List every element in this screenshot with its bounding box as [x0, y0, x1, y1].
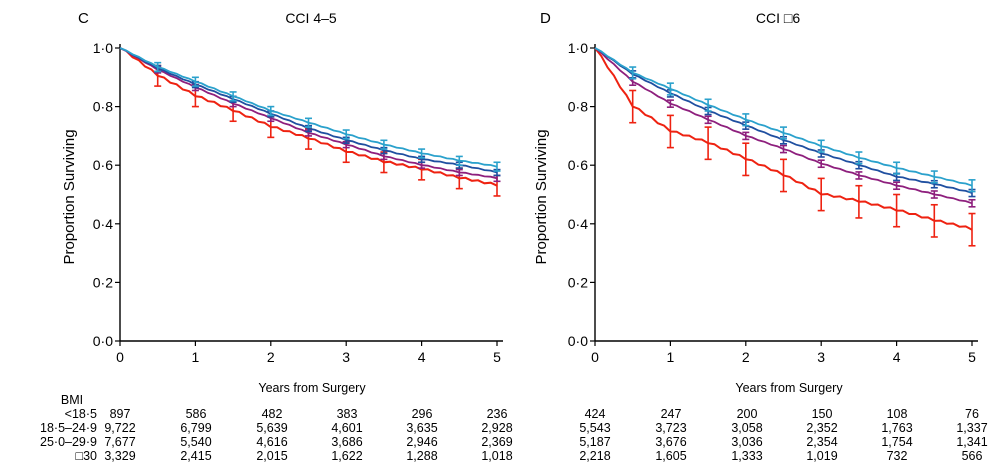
panel-c-risk-value: 4,601 [331, 421, 362, 435]
panel-c-y-tick-label: 0·6 [93, 157, 113, 173]
panel-d-letter: D [540, 10, 551, 27]
panel-c-risk-value: 383 [337, 407, 358, 421]
panel-c-risk-value: 2,369 [481, 435, 512, 449]
panel-d-x-tick-label: 0 [591, 349, 599, 365]
panel-c-y-tick-label: 0·8 [93, 99, 113, 115]
panel-c-risk-value: 3,329 [104, 449, 135, 463]
panel-d-risk-value: 1,605 [655, 449, 686, 463]
panel-d-y-tick-label: 0·0 [568, 333, 588, 349]
panel-c-x-tick-label: 0 [116, 349, 124, 365]
risk-row-label-4: □30 [76, 449, 98, 463]
panel-d-risk-value: 2,218 [579, 449, 610, 463]
panel-d-risk-value: 732 [887, 449, 908, 463]
panel-d-risk-value: 5,543 [579, 421, 610, 435]
chart-marks-layer: 0·0 0·2 0·4 0·6 0·8 1·0 0 1 2 3 4 5 897 586 482 383 296 2… [93, 40, 988, 463]
panel-d-x-tick-label: 4 [893, 349, 901, 365]
panel-d-y-tick-label: 0·8 [568, 99, 588, 115]
panel-d-risk-value: 200 [737, 407, 758, 421]
panel-c-risk-value: 2,928 [481, 421, 512, 435]
panel-d-y-tick-label: 0·6 [568, 157, 588, 173]
panel-c-x-tick-label: 5 [493, 349, 501, 365]
panel-c-series-line-3 [119, 47, 498, 174]
panel-c-risk-value: 9,722 [104, 421, 135, 435]
risk-row-label-2: 18·5–24·9 [40, 421, 97, 435]
panel-d-risk-value: 108 [887, 407, 908, 421]
panel-c-risk-value: 482 [262, 407, 283, 421]
panel-c-risk-value: 236 [487, 407, 508, 421]
panel-c-risk-value: 1,622 [331, 449, 362, 463]
panel-c-y-tick-label: 1·0 [93, 40, 113, 56]
panel-d-x-tick-label: 1 [667, 349, 675, 365]
panel-c-risk-value: 4,616 [256, 435, 287, 449]
panel-c-risk-value: 586 [186, 407, 207, 421]
panel-d-risk-value: 1,019 [806, 449, 837, 463]
risk-row-label-3: 25·0–29·9 [40, 435, 97, 449]
panel-c-risk-value: 3,635 [406, 421, 437, 435]
panel-d-ylabel: Proportion Surviving [533, 129, 550, 264]
panel-d-risk-value: 1,754 [881, 435, 912, 449]
panel-c-x-tick-label: 3 [342, 349, 350, 365]
panel-d-risk-value: 247 [661, 407, 682, 421]
panel-c-risk-value: 5,540 [180, 435, 211, 449]
panel-d-risk-value: 1,341 [956, 435, 987, 449]
panel-d-x-tick-label: 2 [742, 349, 750, 365]
panel-c-series-line-2 [119, 47, 498, 180]
panel-d-y-tick-label: 0·2 [568, 274, 588, 290]
panel-c-risk-value: 897 [110, 407, 131, 421]
panel-c-y-tick-label: 0·2 [93, 274, 113, 290]
panel-c-x-tick-label: 4 [418, 349, 426, 365]
panel-d-y-tick-label: 0·4 [568, 216, 588, 232]
panel-d-x-tick-label: 3 [817, 349, 825, 365]
panel-c-risk-value: 2,415 [180, 449, 211, 463]
panel-d-risk-value: 566 [962, 449, 983, 463]
panel-c-risk-value: 296 [412, 407, 433, 421]
panel-d-risk-value: 3,676 [655, 435, 686, 449]
panel-d-risk-value: 3,036 [731, 435, 762, 449]
panel-d-risk-value: 76 [965, 407, 979, 421]
panel-c-xlabel: Years from Surgery [258, 381, 366, 395]
panel-c-y-tick-label: 0·0 [93, 333, 113, 349]
panel-c-x-tick-label: 1 [192, 349, 200, 365]
panel-d-risk-value: 5,187 [579, 435, 610, 449]
panel-c-title: CCI 4–5 [285, 10, 337, 26]
risk-row-label-1: <18·5 [65, 407, 97, 421]
panel-d-risk-value: 1,337 [956, 421, 987, 435]
panel-c-risk-value: 7,677 [104, 435, 135, 449]
panel-c-x-tick-label: 2 [267, 349, 275, 365]
panel-c-letter: C [78, 10, 89, 27]
risk-table-header: BMI [61, 393, 83, 407]
panel-d-risk-value: 1,763 [881, 421, 912, 435]
panel-d-risk-value: 1,333 [731, 449, 762, 463]
panel-c-risk-value: 2,946 [406, 435, 437, 449]
panel-c-risk-value: 2,015 [256, 449, 287, 463]
panel-d-risk-value: 424 [585, 407, 606, 421]
panel-d-y-tick-label: 1·0 [568, 40, 588, 56]
panel-d-risk-value: 3,058 [731, 421, 762, 435]
panel-c-risk-value: 1,288 [406, 449, 437, 463]
panel-d-risk-value: 2,352 [806, 421, 837, 435]
panel-c-y-tick-label: 0·4 [93, 216, 113, 232]
panel-c-ylabel: Proportion Surviving [61, 129, 78, 264]
panel-d-risk-value: 2,354 [806, 435, 837, 449]
panel-d-title: CCI □6 [756, 10, 800, 26]
panel-d-x-tick-label: 5 [968, 349, 976, 365]
panel-c-risk-value: 6,799 [180, 421, 211, 435]
panel-d-xlabel: Years from Surgery [735, 381, 843, 395]
panel-d-risk-value: 150 [812, 407, 833, 421]
panel-c-risk-value: 3,686 [331, 435, 362, 449]
panel-d-risk-value: 3,723 [655, 421, 686, 435]
panel-c-risk-value: 1,018 [481, 449, 512, 463]
panel-c-risk-value: 5,639 [256, 421, 287, 435]
panel-c-series-line-1 [119, 47, 498, 187]
